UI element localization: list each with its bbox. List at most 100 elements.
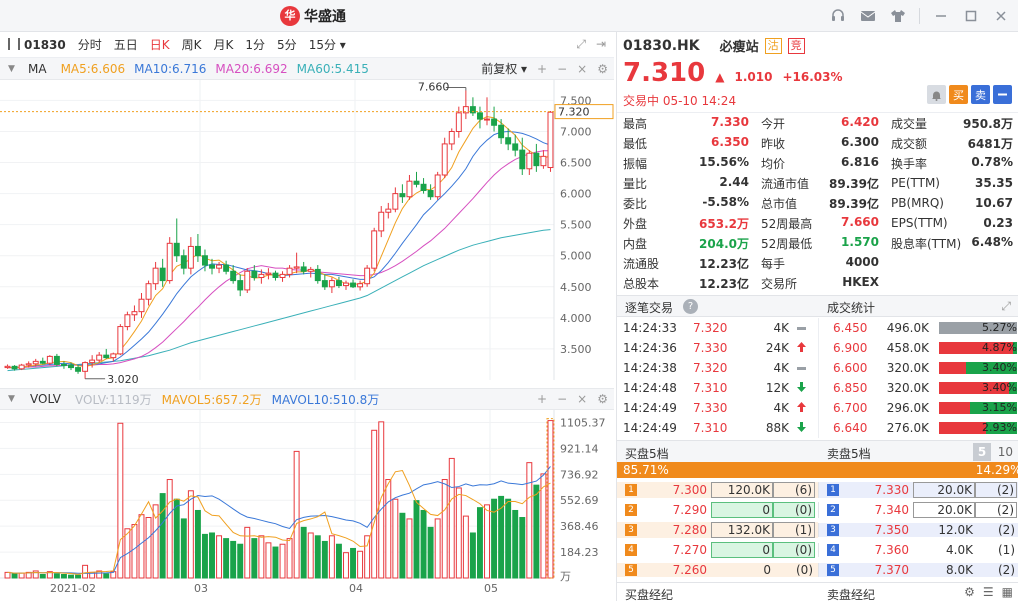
stat-value: 653.2万 xyxy=(699,216,749,231)
remove-icon[interactable]: − xyxy=(557,392,568,406)
help-icon[interactable]: ? xyxy=(683,299,698,314)
candle-body xyxy=(46,355,53,364)
tab-15min[interactable]: 15分 ▾ xyxy=(308,38,346,52)
bell-icon[interactable] xyxy=(927,85,946,104)
volume-bar xyxy=(60,573,67,579)
bid-level[interactable]: 5 7.260 0 (0) xyxy=(617,563,818,577)
ask-level[interactable]: 3 7.350 12.0K (2) xyxy=(818,523,1018,537)
candle-body xyxy=(279,273,286,278)
candle-body xyxy=(138,298,145,313)
candle-body xyxy=(321,280,328,288)
list-view-icon[interactable]: ☰ xyxy=(982,585,994,599)
close-indicator-icon[interactable]: × xyxy=(577,61,588,76)
price-change-pct: +16.03% xyxy=(782,70,843,84)
mail-icon[interactable] xyxy=(859,7,877,25)
grid-view-icon[interactable]: ▦ xyxy=(1001,585,1013,599)
trade-volume: 4K xyxy=(773,321,789,335)
bid-ratio: 85.71% xyxy=(617,462,962,478)
bid-level[interactable]: 3 7.280 132.0K (1) xyxy=(617,522,818,538)
title-bar: 华 华盛通 xyxy=(0,0,1018,32)
stat-label: 52周最低 xyxy=(761,236,813,251)
add-icon[interactable]: + xyxy=(537,392,548,406)
sell-button[interactable]: 卖 xyxy=(971,85,990,104)
close-icon[interactable] xyxy=(992,7,1010,25)
collapse-icon[interactable]: ▼ xyxy=(8,63,15,74)
bid-level[interactable]: 2 7.290 0 (0) xyxy=(617,502,818,518)
trades-title[interactable]: 逐笔交易 xyxy=(625,301,674,315)
candle-body xyxy=(4,365,11,369)
tab-1min[interactable]: 1分 xyxy=(245,38,266,52)
ma-label[interactable]: MA xyxy=(28,61,47,76)
orderbook-row: 4 7.270 0 (0) 4 7.360 4.0K (1) xyxy=(617,540,1018,560)
candle-body xyxy=(18,364,25,370)
expand-icon[interactable]: ⤢ xyxy=(1001,299,1011,313)
dist-volume: 320.0K xyxy=(886,361,929,375)
stat-label: 每手 xyxy=(761,256,786,271)
trade-row: 14:24:49 7.310 88K xyxy=(617,418,817,438)
orderbook-row: 2 7.290 0 (0) 2 7.340 20.0K (2) xyxy=(617,500,1018,520)
tab-five-day[interactable]: 五日 xyxy=(113,38,138,52)
collapse-icon[interactable]: ▼ xyxy=(8,394,15,404)
stats-row: 总股本 12.23亿 交易所 HKEX xyxy=(617,273,1018,293)
candle-body xyxy=(68,364,74,369)
stock-name: 必瘦站 xyxy=(719,40,759,55)
tab-monthly-k[interactable]: 月K xyxy=(213,38,234,52)
distribution-title[interactable]: 成交统计 xyxy=(827,301,876,315)
stat-label: EPS(TTM) xyxy=(891,216,948,230)
close-indicator-icon[interactable]: × xyxy=(577,392,588,406)
ask-level[interactable]: 5 7.370 8.0K (2) xyxy=(818,563,1018,577)
candle-body xyxy=(420,183,427,192)
menu-icon[interactable] xyxy=(993,85,1012,104)
level-price: 7.260 xyxy=(672,563,707,577)
stats-row: 流通股 12.23亿 每手 4000 xyxy=(617,253,1018,273)
minimize-icon[interactable] xyxy=(932,7,950,25)
depth-5-button[interactable]: 5 xyxy=(973,443,991,461)
ask-level[interactable]: 1 7.330 20.0K (2) xyxy=(818,482,1018,498)
remove-icon[interactable]: − xyxy=(557,61,568,76)
volv-label[interactable]: VOLV xyxy=(30,392,62,406)
candlestick-chart[interactable]: 7.5007.0006.5006.0005.5005.0004.5004.000… xyxy=(0,80,614,388)
sidebar-toggle-icon[interactable]: ⇥ xyxy=(595,37,606,51)
settings-icon[interactable]: ⚙ xyxy=(597,392,608,406)
stat-cell: 52周最高 7.660 xyxy=(755,215,885,232)
settings-icon[interactable]: ⚙ xyxy=(964,585,975,599)
bid-broker-title: 买盘经纪 xyxy=(625,588,674,602)
adjust-dropdown[interactable]: 前复权 ▾ xyxy=(481,62,528,76)
add-icon[interactable]: + xyxy=(537,61,548,76)
fullscreen-icon[interactable]: ⤢ xyxy=(576,37,586,51)
maximize-icon[interactable] xyxy=(962,7,980,25)
tab-daily-k[interactable]: 日K xyxy=(149,38,170,52)
settings-icon[interactable]: ⚙ xyxy=(597,61,608,76)
volv-value: VOLV:1119万 xyxy=(75,392,152,407)
headset-icon[interactable] xyxy=(829,7,847,25)
orderbook-row: 1 7.300 120.0K (6) 1 7.330 20.0K (2) xyxy=(617,480,1018,500)
volume-chart[interactable]: 1105.37 921.14 736.92 552.69 368.46 184.23 万 20… xyxy=(0,410,614,601)
depth-10-button[interactable]: 10 xyxy=(997,445,1013,459)
bid-level[interactable]: 4 7.270 0 (0) xyxy=(617,542,818,558)
buy-button[interactable]: 买 xyxy=(949,85,968,104)
panel-toggle-icon[interactable] xyxy=(8,38,20,50)
candle-body xyxy=(131,311,138,316)
tab-weekly-k[interactable]: 周K xyxy=(181,38,202,52)
stat-cell: 外盘 653.2万 xyxy=(617,215,755,232)
stat-value: 4000 xyxy=(845,254,879,269)
candle-body xyxy=(180,255,187,269)
level-quantity: 12.0K xyxy=(938,523,973,537)
flat-icon xyxy=(789,322,813,335)
stat-label: 今开 xyxy=(761,116,786,131)
ask-level[interactable]: 4 7.360 4.0K (1) xyxy=(818,543,1018,557)
shirt-icon[interactable] xyxy=(889,7,907,25)
candle-body xyxy=(399,193,406,198)
ask-level[interactable]: 2 7.340 20.0K (2) xyxy=(818,502,1018,518)
volume-bar xyxy=(117,422,124,579)
bid-level[interactable]: 1 7.300 120.0K (6) xyxy=(617,482,818,498)
stat-label: 换手率 xyxy=(891,156,928,171)
stat-label: 成交额 xyxy=(891,136,928,151)
tab-5min[interactable]: 5分 xyxy=(277,38,297,52)
level-badge: 1 xyxy=(625,484,637,496)
ma5-value: MA5:6.606 xyxy=(60,61,126,76)
ma10-line xyxy=(7,130,551,369)
stat-value: 12.23亿 xyxy=(699,276,749,291)
candle-body xyxy=(272,272,279,278)
tab-intraday[interactable]: 分时 xyxy=(77,38,102,52)
